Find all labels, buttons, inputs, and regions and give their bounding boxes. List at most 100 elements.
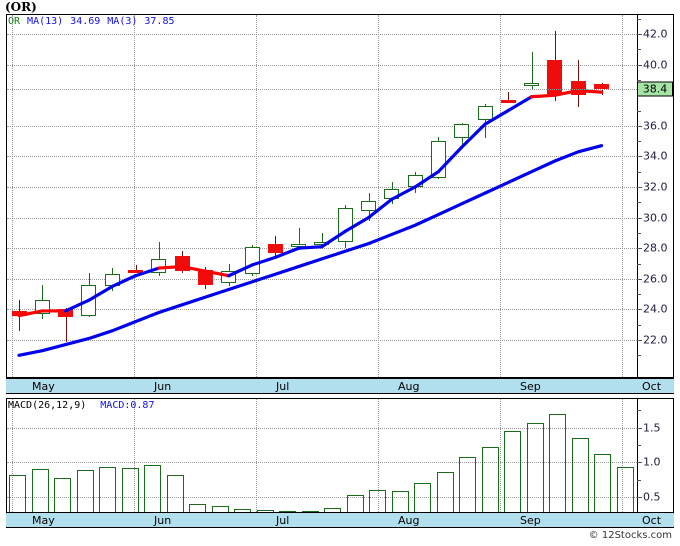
macd-month-label: Jul: [276, 514, 290, 527]
macd-month-axis: May Jun Jul Aug Sep Oct: [6, 512, 674, 528]
macd-histogram-bar: [54, 478, 71, 512]
price-axis-minor-tick: [637, 202, 641, 204]
macd-panel: [6, 398, 674, 512]
moving-average-overlay: [17, 89, 604, 357]
macd-month-label: Oct: [642, 514, 662, 527]
ma-fast-segment: [320, 229, 347, 249]
macd-axis-minor-tick: [637, 427, 641, 429]
macd-gridline-v: [256, 399, 257, 512]
macd-axis-minor-tick: [637, 479, 641, 481]
price-gridline-h: [7, 217, 637, 219]
candle-body: [361, 200, 376, 212]
macd-histogram-bar: [144, 465, 161, 512]
ma-fast-segment: [297, 245, 324, 250]
price-axis-minor-tick: [637, 294, 641, 296]
macd-month-label: Aug: [398, 514, 420, 527]
price-gridline-v: [256, 15, 257, 377]
price-gridline-v: [134, 15, 135, 377]
ma-slow-line: [17, 144, 604, 357]
price-axis-minor-tick: [637, 110, 641, 112]
macd-plot-area: [7, 399, 637, 512]
macd-axis-minor-tick: [637, 444, 641, 446]
candle-body: [128, 269, 143, 273]
legend-symbol: OR: [8, 16, 21, 27]
candle-wick: [66, 307, 67, 342]
ma-fast-segment: [576, 89, 604, 94]
price-gridline-h: [7, 187, 637, 188]
price-gridline-h: [7, 125, 637, 127]
macd-histogram-bar: [617, 467, 634, 512]
ma-fast-segment: [460, 122, 487, 149]
price-gridline-h: [7, 248, 637, 250]
macd-axis-minor-tick: [637, 462, 641, 464]
price-axis-minor-tick: [637, 141, 641, 143]
candle-wick: [136, 265, 137, 273]
price-axis-tick: [637, 187, 642, 188]
candle-body: [501, 99, 516, 103]
price-axis-tick: [637, 217, 642, 219]
macd-histogram-bar: [234, 509, 251, 512]
macd-gridline-v: [12, 399, 13, 512]
price-axis-minor-tick: [637, 79, 641, 81]
title-bar: (OR): [0, 0, 680, 14]
ma-fast-segment: [413, 170, 440, 189]
macd-histogram-bar: [414, 482, 431, 512]
macd-gridline-h: [7, 462, 637, 464]
candle-wick: [299, 228, 300, 249]
candle-body: [291, 243, 306, 247]
macd-month-label: Jun: [154, 514, 172, 527]
price-gridline-h: [7, 340, 637, 341]
price-gridline-v: [622, 15, 623, 377]
ma-fast-segment: [390, 185, 417, 201]
candle-wick: [532, 52, 533, 90]
price-axis-tick: [637, 34, 642, 35]
macd-histogram-bar: [549, 413, 566, 512]
ma-fast-segment: [157, 264, 184, 270]
ma-fast-segment: [227, 263, 254, 278]
ma-fast-segment: [553, 89, 580, 97]
price-month-label: Sep: [520, 380, 541, 393]
price-axis-tick: [637, 64, 642, 66]
price-gridline-v: [500, 15, 501, 377]
macd-histogram-bar: [482, 447, 499, 512]
price-month-label: Jun: [154, 380, 172, 393]
macd-histogram-bar: [212, 505, 229, 512]
ma-fast-segment: [17, 309, 44, 318]
macd-axis-label: 0.5: [643, 490, 661, 504]
legend-ma-fast-value: 37.85: [144, 16, 175, 27]
macd-histogram-bar: [77, 469, 94, 512]
page-title: (OR): [5, 0, 37, 14]
macd-histogram-bar: [32, 469, 49, 512]
ma-fast-segment: [506, 95, 534, 113]
price-axis-tick: [637, 156, 642, 158]
candle-wick: [322, 232, 323, 247]
price-axis-tick: [637, 125, 642, 127]
ma-fast-segment: [87, 284, 114, 302]
price-month-label: May: [32, 380, 55, 393]
candle-body: [268, 243, 283, 253]
macd-gridline-v: [622, 399, 623, 512]
price-axis-label: 22.0: [643, 333, 668, 347]
last-price-tag: 38.4: [637, 81, 673, 97]
ma-fast-segment: [250, 255, 277, 267]
price-month-label: Oct: [642, 380, 662, 393]
footer: © 12Stocks.com: [0, 528, 680, 546]
macd-histogram-bar: [437, 471, 454, 512]
price-axis-label: 24.0: [643, 302, 668, 316]
price-axis-label: 32.0: [643, 180, 668, 194]
last-price-gridline: [7, 89, 637, 91]
macd-histogram-bar: [167, 474, 184, 512]
ma-fast-segment: [366, 197, 394, 220]
price-gridline-v: [12, 15, 13, 377]
legend-ma-slow-label: MA(13): [27, 16, 64, 27]
candle-body: [547, 60, 562, 94]
ma-fast-segment: [133, 266, 161, 278]
ma-fast-segment: [110, 274, 138, 289]
macd-histogram-bar: [122, 468, 139, 512]
candle-body: [524, 82, 539, 86]
price-axis-label: 34.0: [643, 149, 668, 163]
candle-body: [594, 84, 609, 90]
legend-ma-slow-value: 34.69: [70, 16, 101, 27]
price-axis-tick: [637, 278, 642, 280]
price-panel: [6, 14, 674, 378]
